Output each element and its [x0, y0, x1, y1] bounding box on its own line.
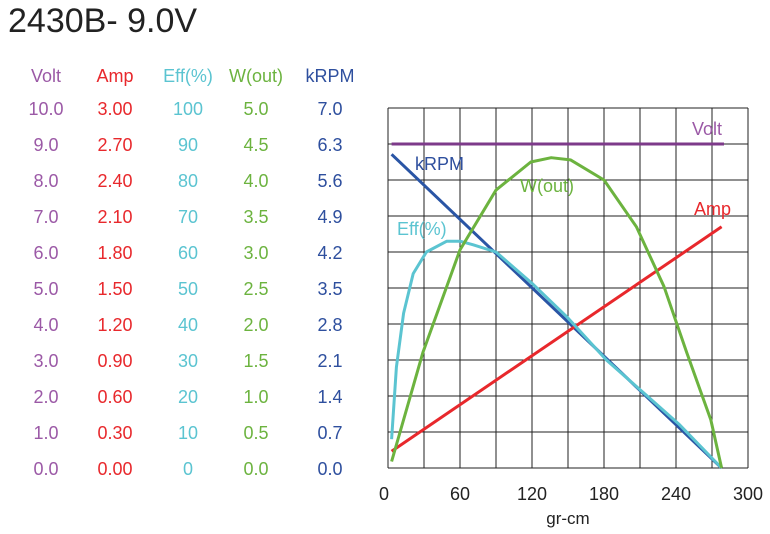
- y-tick-label: 5.0: [243, 99, 268, 119]
- y-tick-label: 0.0: [33, 459, 58, 479]
- y-tick-label: 6.0: [33, 243, 58, 263]
- y-tick-label: 0.00: [97, 459, 132, 479]
- y-tick-label: 1.4: [317, 387, 342, 407]
- y-tick-label: 0.7: [317, 423, 342, 443]
- y-axis-header: Eff(%): [163, 66, 213, 86]
- series-label: kRPM: [415, 154, 464, 174]
- x-tick-label: 60: [450, 484, 470, 504]
- y-tick-label: 2.10: [97, 207, 132, 227]
- y-tick-label: 5.0: [33, 279, 58, 299]
- y-tick-label: 1.80: [97, 243, 132, 263]
- y-tick-label: 1.5: [243, 351, 268, 371]
- series-label: Amp: [694, 199, 731, 219]
- y-tick-label: 30: [178, 351, 198, 371]
- series-line: [390, 225, 723, 453]
- y-tick-label: 4.5: [243, 135, 268, 155]
- y-tick-label: 0.0: [317, 459, 342, 479]
- y-tick-label: 2.40: [97, 171, 132, 191]
- y-tick-label: 4.9: [317, 207, 342, 227]
- y-tick-label: 0.5: [243, 423, 268, 443]
- y-tick-label: 4.0: [33, 315, 58, 335]
- y-tick-label: 80: [178, 171, 198, 191]
- y-tick-label: 0.0: [243, 459, 268, 479]
- x-tick-label: 0: [379, 484, 389, 504]
- y-tick-label: 0.30: [97, 423, 132, 443]
- x-tick-label: 300: [733, 484, 763, 504]
- series-line: [390, 156, 724, 469]
- y-tick-label: 2.0: [243, 315, 268, 335]
- y-tick-label: 3.0: [33, 351, 58, 371]
- y-tick-label: 2.5: [243, 279, 268, 299]
- y-tick-label: 9.0: [33, 135, 58, 155]
- y-tick-label: 1.50: [97, 279, 132, 299]
- series-line: [390, 153, 723, 470]
- y-tick-label: 50: [178, 279, 198, 299]
- y-tick-label: 20: [178, 387, 198, 407]
- y-tick-label: 60: [178, 243, 198, 263]
- x-axis-label: gr-cm: [546, 509, 589, 528]
- series-label: Eff(%): [397, 219, 447, 239]
- y-tick-label: 90: [178, 135, 198, 155]
- y-tick-label: 2.8: [317, 315, 342, 335]
- y-tick-label: 7.0: [33, 207, 58, 227]
- y-tick-label: 1.0: [33, 423, 58, 443]
- y-tick-label: 0.90: [97, 351, 132, 371]
- x-tick-label: 120: [517, 484, 547, 504]
- y-tick-label: 0: [183, 459, 193, 479]
- y-tick-label: 7.0: [317, 99, 342, 119]
- y-tick-label: 3.5: [317, 279, 342, 299]
- y-tick-label: 4.0: [243, 171, 268, 191]
- y-tick-label: 1.20: [97, 315, 132, 335]
- x-tick-label: 240: [661, 484, 691, 504]
- x-tick-label: 180: [589, 484, 619, 504]
- y-tick-label: 3.00: [97, 99, 132, 119]
- y-tick-label: 40: [178, 315, 198, 335]
- y-tick-label: 6.3: [317, 135, 342, 155]
- y-axis-header: W(out): [229, 66, 283, 86]
- chart-title: 2430B- 9.0V: [8, 2, 198, 40]
- y-tick-label: 100: [173, 99, 203, 119]
- y-tick-label: 3.0: [243, 243, 268, 263]
- y-axis-header: Volt: [31, 66, 61, 86]
- y-tick-label: 8.0: [33, 171, 58, 191]
- series-label: Volt: [692, 119, 722, 139]
- y-axis-header: kRPM: [306, 66, 355, 86]
- series-line: [390, 239, 723, 470]
- y-tick-label: 2.0: [33, 387, 58, 407]
- y-tick-label: 10: [178, 423, 198, 443]
- y-tick-label: 5.6: [317, 171, 342, 191]
- y-tick-label: 3.5: [243, 207, 268, 227]
- series-label: W(out): [520, 176, 574, 196]
- y-tick-label: 1.0: [243, 387, 268, 407]
- y-axis-header: Amp: [96, 66, 133, 86]
- y-tick-label: 70: [178, 207, 198, 227]
- y-tick-label: 10.0: [28, 99, 63, 119]
- y-tick-label: 0.60: [97, 387, 132, 407]
- y-tick-label: 4.2: [317, 243, 342, 263]
- y-tick-label: 2.1: [317, 351, 342, 371]
- y-tick-label: 2.70: [97, 135, 132, 155]
